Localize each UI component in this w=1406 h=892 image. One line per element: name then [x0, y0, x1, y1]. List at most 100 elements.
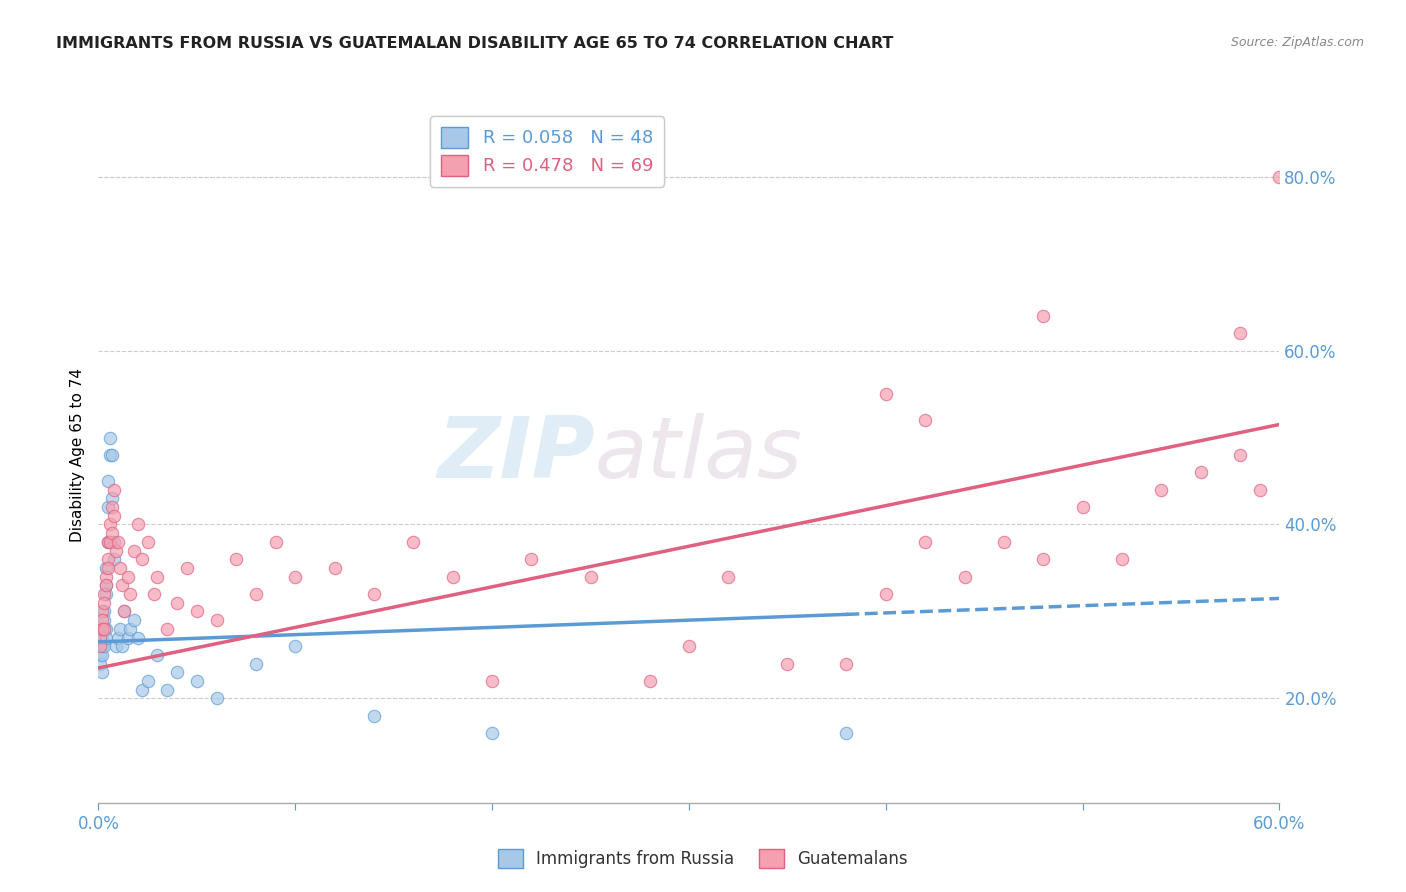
- Point: [146, 648, 169, 662]
- Point: [245, 587, 267, 601]
- Point: [93, 639, 115, 653]
- Point: [1229, 448, 1251, 462]
- Point: [166, 596, 188, 610]
- Point: [108, 561, 131, 575]
- Text: atlas: atlas: [595, 413, 803, 497]
- Point: [93, 622, 115, 636]
- Point: [91, 622, 114, 636]
- Point: [678, 639, 700, 653]
- Point: [953, 570, 976, 584]
- Point: [481, 674, 503, 689]
- Point: [89, 657, 111, 671]
- Point: [89, 631, 111, 645]
- Point: [717, 570, 740, 584]
- Point: [284, 639, 307, 653]
- Point: [98, 448, 121, 462]
- Point: [91, 639, 114, 653]
- Point: [91, 613, 114, 627]
- Legend: Immigrants from Russia, Guatemalans: Immigrants from Russia, Guatemalans: [491, 842, 915, 875]
- Text: Source: ZipAtlas.com: Source: ZipAtlas.com: [1230, 36, 1364, 49]
- Point: [93, 622, 115, 636]
- Point: [127, 631, 149, 645]
- Point: [205, 613, 228, 627]
- Point: [89, 648, 111, 662]
- Point: [122, 543, 145, 558]
- Point: [1150, 483, 1173, 497]
- Point: [96, 587, 118, 601]
- Point: [914, 534, 936, 549]
- Point: [993, 534, 1015, 549]
- Point: [1229, 326, 1251, 340]
- Point: [103, 534, 125, 549]
- Point: [111, 578, 134, 592]
- Point: [146, 570, 169, 584]
- Point: [1268, 169, 1291, 184]
- Point: [101, 526, 124, 541]
- Point: [103, 508, 125, 523]
- Point: [441, 570, 464, 584]
- Point: [186, 674, 208, 689]
- Point: [96, 578, 118, 592]
- Point: [122, 613, 145, 627]
- Point: [186, 605, 208, 619]
- Point: [117, 631, 139, 645]
- Point: [97, 561, 120, 575]
- Point: [205, 691, 228, 706]
- Point: [93, 596, 115, 610]
- Point: [96, 631, 118, 645]
- Point: [91, 605, 114, 619]
- Point: [97, 534, 120, 549]
- Point: [481, 726, 503, 740]
- Point: [97, 500, 120, 514]
- Text: ZIP: ZIP: [437, 413, 595, 497]
- Point: [93, 587, 115, 601]
- Point: [96, 561, 118, 575]
- Point: [875, 387, 897, 401]
- Point: [118, 622, 141, 636]
- Point: [914, 413, 936, 427]
- Point: [91, 665, 114, 680]
- Point: [176, 561, 198, 575]
- Point: [1071, 500, 1094, 514]
- Point: [103, 483, 125, 497]
- Text: IMMIGRANTS FROM RUSSIA VS GUATEMALAN DISABILITY AGE 65 TO 74 CORRELATION CHART: IMMIGRANTS FROM RUSSIA VS GUATEMALAN DIS…: [56, 36, 894, 51]
- Point: [96, 570, 118, 584]
- Point: [156, 682, 179, 697]
- Point: [97, 534, 120, 549]
- Point: [89, 639, 111, 653]
- Point: [107, 631, 129, 645]
- Point: [96, 622, 118, 636]
- Point: [225, 552, 247, 566]
- Y-axis label: Disability Age 65 to 74: Disability Age 65 to 74: [69, 368, 84, 542]
- Point: [101, 448, 124, 462]
- Point: [101, 491, 124, 506]
- Point: [96, 578, 118, 592]
- Point: [1189, 466, 1212, 480]
- Legend: R = 0.058   N = 48, R = 0.478   N = 69: R = 0.058 N = 48, R = 0.478 N = 69: [430, 116, 664, 186]
- Point: [156, 622, 179, 636]
- Point: [89, 639, 111, 653]
- Point: [91, 648, 114, 662]
- Point: [136, 674, 159, 689]
- Point: [93, 613, 115, 627]
- Point: [520, 552, 543, 566]
- Point: [112, 605, 135, 619]
- Point: [91, 631, 114, 645]
- Point: [1032, 309, 1054, 323]
- Point: [875, 587, 897, 601]
- Point: [264, 534, 287, 549]
- Point: [131, 552, 153, 566]
- Point: [142, 587, 165, 601]
- Point: [245, 657, 267, 671]
- Point: [98, 430, 121, 444]
- Point: [112, 605, 135, 619]
- Point: [131, 682, 153, 697]
- Point: [638, 674, 661, 689]
- Point: [1032, 552, 1054, 566]
- Point: [105, 543, 128, 558]
- Point: [835, 726, 858, 740]
- Point: [579, 570, 602, 584]
- Point: [117, 570, 139, 584]
- Point: [91, 622, 114, 636]
- Point: [776, 657, 799, 671]
